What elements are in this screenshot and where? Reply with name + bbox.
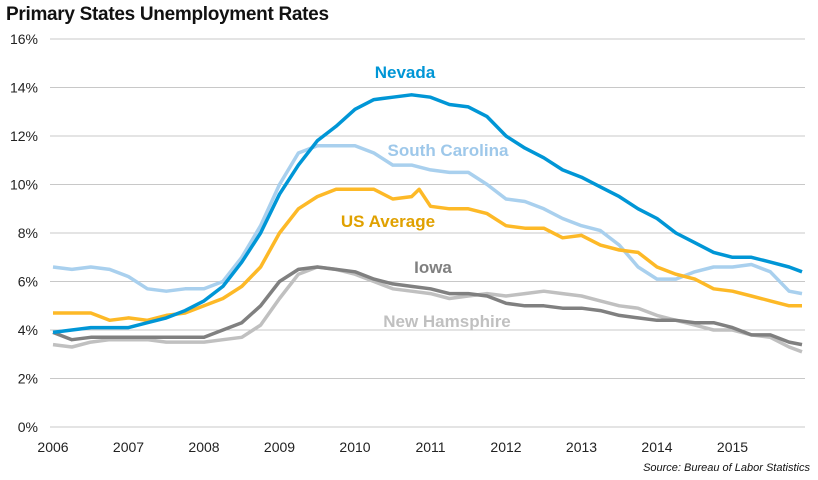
y-tick-label: 12% xyxy=(10,128,38,144)
x-tick-label: 2014 xyxy=(641,439,672,455)
x-tick-label: 2008 xyxy=(188,439,219,455)
series-label: Iowa xyxy=(414,258,452,277)
x-tick-label: 2011 xyxy=(415,439,445,455)
series-label: South Carolina xyxy=(388,141,509,160)
series-line-nevada xyxy=(52,93,803,335)
y-tick-label: 16% xyxy=(10,31,38,47)
series-label: US Average xyxy=(341,212,435,231)
y-tick-label: 4% xyxy=(18,322,38,338)
series-line-us-average xyxy=(53,187,802,323)
x-tick-label: 2010 xyxy=(339,439,370,455)
series-line-iowa xyxy=(52,265,803,347)
series-label: New Hamsphire xyxy=(383,312,511,331)
y-tick-label: 8% xyxy=(18,225,38,241)
y-tick-label: 0% xyxy=(18,419,38,435)
y-tick-label: 2% xyxy=(18,371,38,387)
x-tick-label: 2009 xyxy=(264,439,295,455)
x-tick-label: 2013 xyxy=(566,439,597,455)
source-note: Source: Bureau of Labor Statistics xyxy=(643,462,810,474)
x-tick-label: 2007 xyxy=(113,439,144,455)
x-tick-label: 2015 xyxy=(717,439,748,455)
chart-title: Primary States Unemployment Rates xyxy=(6,4,329,25)
y-tick-label: 6% xyxy=(18,274,38,290)
y-tick-label: 14% xyxy=(10,80,38,96)
y-tick-label: 10% xyxy=(10,177,38,193)
series-label: Nevada xyxy=(375,63,436,82)
x-tick-label: 2006 xyxy=(37,439,68,455)
series-line-new-hamsphire xyxy=(52,265,803,354)
x-tick-label: 2012 xyxy=(490,439,521,455)
